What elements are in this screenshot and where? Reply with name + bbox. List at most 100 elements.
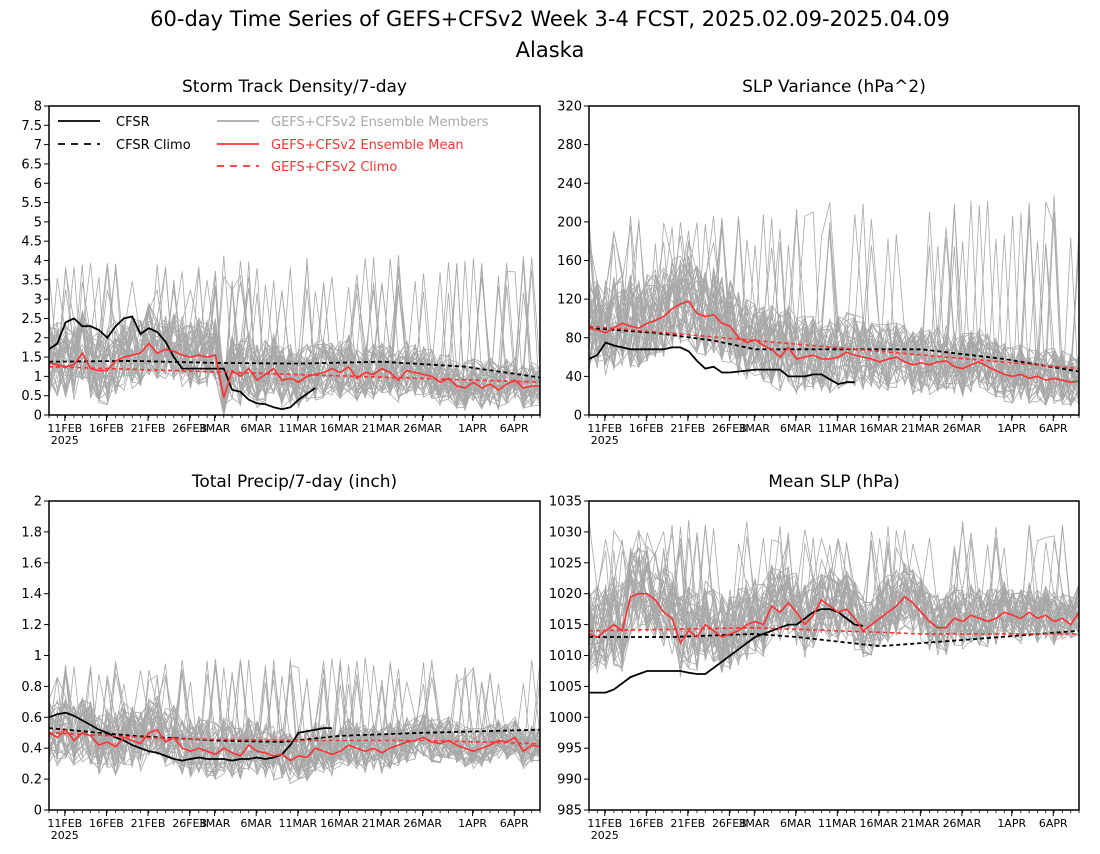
y-tick-label: 1035 [549,495,582,510]
x-tick-label: 26MAR [943,817,982,830]
member-line [588,222,1080,406]
x-tick-label: 1APR [458,422,487,435]
y-axis: 0 0.5 1 1.5 2 2.5 3 3.5 4 4.5 5 5.5 6 6.5 7 7.5 8 [21,100,49,424]
x-tick-label: 11FEB [47,422,82,435]
series-obs-dash [48,727,541,743]
y-tick-label: 280 [557,138,582,153]
y-tick-label: 0.2 [21,773,42,788]
member-line [48,276,541,410]
member-line [48,659,541,777]
y-tick-label: 320 [557,100,582,115]
ensemble-members [48,255,541,416]
member-line [48,660,541,781]
y-tick-label: 4 [34,254,42,269]
x-tick-label: 11FEB [587,817,622,830]
y-axis: 985 990 995 1000 1005 1010 1015 1020 1025 1030 103… [549,495,589,819]
x-year-label: 2025 [591,829,619,842]
ensemble-members [588,519,1080,677]
series-obs-dash [589,629,1080,648]
y-tick-label: 6 [34,177,42,192]
x-tick-label: 16MAR [860,422,899,435]
figure-subtitle: Alaska [516,38,585,62]
x-year-label: 2025 [591,434,619,447]
x-tick-label: 16MAR [860,817,899,830]
x-tick-label: 16FEB [629,422,664,435]
y-tick-label: 0 [34,804,42,819]
series-obs [48,315,316,411]
series-mean [588,300,1080,384]
ensemble-members [48,657,541,785]
panel-2: SLP Variance (hPa^2) 0 40 80 120 160 200 240 280… [557,77,1080,447]
x-tick-label: 26MAR [943,422,982,435]
y-tick-label: 0.5 [21,389,42,404]
member-line [588,230,1080,405]
x-tick-label: 26FEB [712,817,747,830]
y-tick-label: 985 [557,804,582,819]
y-tick-label: 1.5 [21,351,42,366]
y-tick-label: 8 [34,100,42,115]
x-tick-label: 3MAR [738,422,770,435]
y-tick-label: 0.8 [21,680,42,695]
member-line [48,702,541,774]
x-tick-label: 11MAR [279,422,318,435]
x-year-label: 2025 [51,434,79,447]
x-tick-label: 26MAR [403,422,442,435]
y-tick-label: 1000 [549,711,582,726]
member-line [588,529,1080,670]
x-tick-label: 21FEB [131,817,166,830]
y-axis: 0 40 80 120 160 200 240 280 320 [557,100,589,424]
y-tick-label: 995 [557,742,582,757]
member-line [588,544,1080,673]
y-tick-label: 1.4 [21,587,42,602]
member-line [48,668,541,780]
member-line [588,203,1080,405]
y-tick-label: 240 [557,177,582,192]
y-tick-label: 6.5 [21,157,42,172]
x-tick-label: 3MAR [199,817,231,830]
member-line [48,265,541,416]
ensemble-members [588,194,1080,408]
member-line [588,194,1080,398]
y-tick-label: 1015 [549,618,582,633]
panel-title: SLP Variance (hPa^2) [742,77,926,97]
x-tick-label: 21FEB [670,817,705,830]
member-line [48,659,541,777]
x-tick-label: 3MAR [199,422,231,435]
x-tick-label: 11FEB [47,817,82,830]
x-tick-label: 21MAR [362,817,401,830]
panel-title: Storm Track Density/7-day [182,77,407,97]
x-tick-label: 16FEB [629,817,664,830]
x-tick-label: 1APR [997,422,1026,435]
y-tick-label: 990 [557,773,582,788]
x-tick-label: 1APR [458,817,487,830]
x-year-label: 2025 [51,829,79,842]
member-line [48,262,541,411]
y-tick-label: 1 [34,370,42,385]
member-line [48,659,541,776]
panel-title: Mean SLP (hPa) [768,472,900,492]
y-tick-label: 0.6 [21,711,42,726]
member-line [588,219,1080,401]
x-tick-label: 1APR [997,817,1026,830]
legend-label-cfsr_climo: CFSR Climo [116,138,191,153]
y-tick-label: 1.2 [21,618,42,633]
series-obs [588,341,855,386]
x-tick-label: 26MAR [403,817,442,830]
member-line [588,234,1080,398]
panel-1: Storm Track Density/7-day 0 0.5 1 1.5 2 2.5 3 3.… [21,77,541,447]
y-tick-label: 0.4 [21,742,42,757]
x-tick-label: 11MAR [279,817,318,830]
y-tick-label: 120 [557,293,582,308]
x-tick-label: 21MAR [901,817,940,830]
x-tick-label: 6MAR [240,422,272,435]
member-line [48,664,541,772]
series-obs [589,608,864,694]
y-tick-label: 7 [34,138,42,153]
y-tick-label: 1020 [549,587,582,602]
x-tick-label: 16MAR [320,422,359,435]
x-tick-label: 6APR [1039,817,1068,830]
